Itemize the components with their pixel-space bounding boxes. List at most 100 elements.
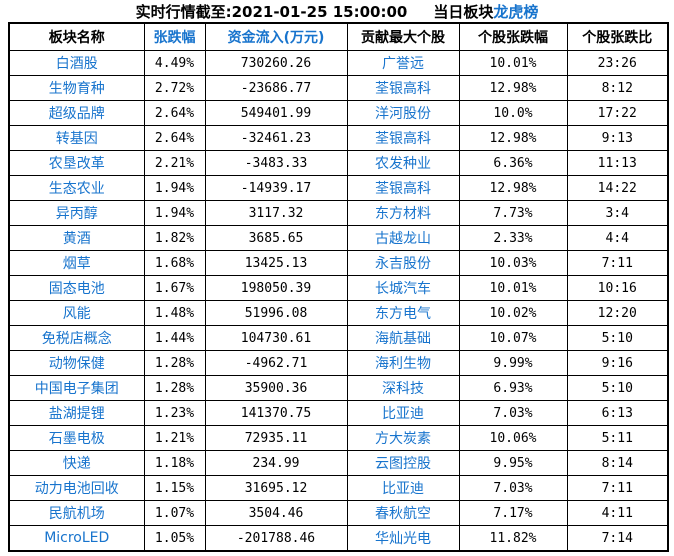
- table-row: 动力电池回收 1.15% 31695.12 比亚迪 7.03% 7:11: [8, 475, 669, 501]
- header-sector-change[interactable]: 张跌幅: [143, 22, 206, 51]
- stock-name-link[interactable]: 云图控股: [346, 450, 460, 476]
- sector-name-link[interactable]: 生物育种: [8, 75, 145, 101]
- stock-name-link[interactable]: 荃银高科: [346, 125, 460, 151]
- stock-ratio-value: 7:14: [566, 525, 669, 552]
- sector-name-link[interactable]: 快递: [8, 450, 145, 476]
- stock-change-value: 6.93%: [458, 375, 568, 401]
- stock-change-value: 10.0%: [458, 100, 568, 126]
- stock-ratio-value: 9:13: [566, 125, 669, 151]
- inflow-value: 72935.11: [204, 425, 348, 451]
- sector-change-value: 1.44%: [143, 325, 206, 351]
- sector-name-link[interactable]: 盐湖提锂: [8, 400, 145, 426]
- sector-change-value: 1.82%: [143, 225, 206, 251]
- sector-name-link[interactable]: 风能: [8, 300, 145, 326]
- sector-name-link[interactable]: 白酒股: [8, 50, 145, 76]
- stock-ratio-value: 10:16: [566, 275, 669, 301]
- sector-name-link[interactable]: 动物保健: [8, 350, 145, 376]
- stock-name-link[interactable]: 春秋航空: [346, 500, 460, 526]
- sector-change-value: 1.21%: [143, 425, 206, 451]
- stock-ratio-value: 14:22: [566, 175, 669, 201]
- stock-name-link[interactable]: 洋河股份: [346, 100, 460, 126]
- inflow-value: 35900.36: [204, 375, 348, 401]
- stock-change-value: 2.33%: [458, 225, 568, 251]
- sector-name-link[interactable]: 民航机场: [8, 500, 145, 526]
- table-row: 民航机场 1.07% 3504.46 春秋航空 7.17% 4:11: [8, 500, 669, 526]
- sector-change-value: 1.18%: [143, 450, 206, 476]
- sector-name-link[interactable]: 烟草: [8, 250, 145, 276]
- inflow-value: -23686.77: [204, 75, 348, 101]
- sector-change-value: 1.68%: [143, 250, 206, 276]
- dragon-tiger-board-label: 龙虎榜: [493, 2, 539, 21]
- stock-change-value: 12.98%: [458, 125, 568, 151]
- stock-change-value: 10.03%: [458, 250, 568, 276]
- stock-name-link[interactable]: 古越龙山: [346, 225, 460, 251]
- inflow-value: 198050.39: [204, 275, 348, 301]
- stock-change-value: 12.98%: [458, 75, 568, 101]
- sector-name-link[interactable]: 动力电池回收: [8, 475, 145, 501]
- inflow-value: 3117.32: [204, 200, 348, 226]
- stock-name-link[interactable]: 荃银高科: [346, 75, 460, 101]
- sector-change-value: 1.94%: [143, 200, 206, 226]
- stock-name-link[interactable]: 比亚迪: [346, 400, 460, 426]
- stock-name-link[interactable]: 农发种业: [346, 150, 460, 176]
- sector-name-link[interactable]: 转基因: [8, 125, 145, 151]
- sector-name-link[interactable]: 石墨电极: [8, 425, 145, 451]
- stock-ratio-value: 7:11: [566, 475, 669, 501]
- header-stock-change[interactable]: 个股张跌幅: [458, 22, 568, 51]
- sector-name-link[interactable]: 生态农业: [8, 175, 145, 201]
- stock-name-link[interactable]: 广誉远: [346, 50, 460, 76]
- sector-name-link[interactable]: 超级品牌: [8, 100, 145, 126]
- sector-change-value: 2.21%: [143, 150, 206, 176]
- stock-name-link[interactable]: 荃银高科: [346, 175, 460, 201]
- stock-name-link[interactable]: 深科技: [346, 375, 460, 401]
- stock-name-link[interactable]: 东方电气: [346, 300, 460, 326]
- inflow-value: 234.99: [204, 450, 348, 476]
- header-top-stock[interactable]: 贡献最大个股: [346, 22, 460, 51]
- sector-change-value: 1.07%: [143, 500, 206, 526]
- table-row: 生态农业 1.94% -14939.17 荃银高科 12.98% 14:22: [8, 175, 669, 201]
- sector-name-link[interactable]: 农垦改革: [8, 150, 145, 176]
- inflow-value: -14939.17: [204, 175, 348, 201]
- sector-name-link[interactable]: 免税店概念: [8, 325, 145, 351]
- sector-name-link[interactable]: 异丙醇: [8, 200, 145, 226]
- sector-change-value: 1.48%: [143, 300, 206, 326]
- stock-ratio-value: 17:22: [566, 100, 669, 126]
- sector-name-link[interactable]: 固态电池: [8, 275, 145, 301]
- sector-name-link[interactable]: 黄酒: [8, 225, 145, 251]
- inflow-value: 141370.75: [204, 400, 348, 426]
- inflow-value: -3483.33: [204, 150, 348, 176]
- stock-ratio-value: 23:26: [566, 50, 669, 76]
- stock-name-link[interactable]: 比亚迪: [346, 475, 460, 501]
- table-row: 黄酒 1.82% 3685.65 古越龙山 2.33% 4:4: [8, 225, 669, 251]
- header-stock-ratio[interactable]: 个股张跌比: [566, 22, 669, 51]
- stock-name-link[interactable]: 华灿光电: [346, 525, 460, 552]
- sector-change-value: 2.64%: [143, 125, 206, 151]
- header-capital-inflow[interactable]: 资金流入(万元): [204, 22, 348, 51]
- stock-change-value: 7.03%: [458, 475, 568, 501]
- stock-ratio-value: 5:10: [566, 375, 669, 401]
- stock-name-link[interactable]: 方大炭素: [346, 425, 460, 451]
- table-row: 转基因 2.64% -32461.23 荃银高科 12.98% 9:13: [8, 125, 669, 151]
- sector-change-value: 1.05%: [143, 525, 206, 552]
- header-row: 板块名称 张跌幅 资金流入(万元) 贡献最大个股 个股张跌幅 个股张跌比: [8, 22, 669, 51]
- sector-change-value: 1.28%: [143, 375, 206, 401]
- stock-change-value: 7.03%: [458, 400, 568, 426]
- table-row: MicroLED 1.05% -201788.46 华灿光电 11.82% 7:…: [8, 525, 669, 552]
- stock-name-link[interactable]: 海航基础: [346, 325, 460, 351]
- sector-change-value: 1.23%: [143, 400, 206, 426]
- sector-change-value: 2.64%: [143, 100, 206, 126]
- header-sector-name[interactable]: 板块名称: [8, 22, 145, 51]
- inflow-value: 51996.08: [204, 300, 348, 326]
- stock-name-link[interactable]: 海利生物: [346, 350, 460, 376]
- stock-change-value: 6.36%: [458, 150, 568, 176]
- stock-change-value: 7.73%: [458, 200, 568, 226]
- stock-name-link[interactable]: 长城汽车: [346, 275, 460, 301]
- sector-name-link[interactable]: MicroLED: [8, 525, 145, 552]
- stock-name-link[interactable]: 永吉股份: [346, 250, 460, 276]
- sector-change-value: 1.15%: [143, 475, 206, 501]
- stock-change-value: 10.07%: [458, 325, 568, 351]
- sector-name-link[interactable]: 中国电子集团: [8, 375, 145, 401]
- stock-name-link[interactable]: 东方材料: [346, 200, 460, 226]
- sector-change-value: 1.67%: [143, 275, 206, 301]
- stock-ratio-value: 7:11: [566, 250, 669, 276]
